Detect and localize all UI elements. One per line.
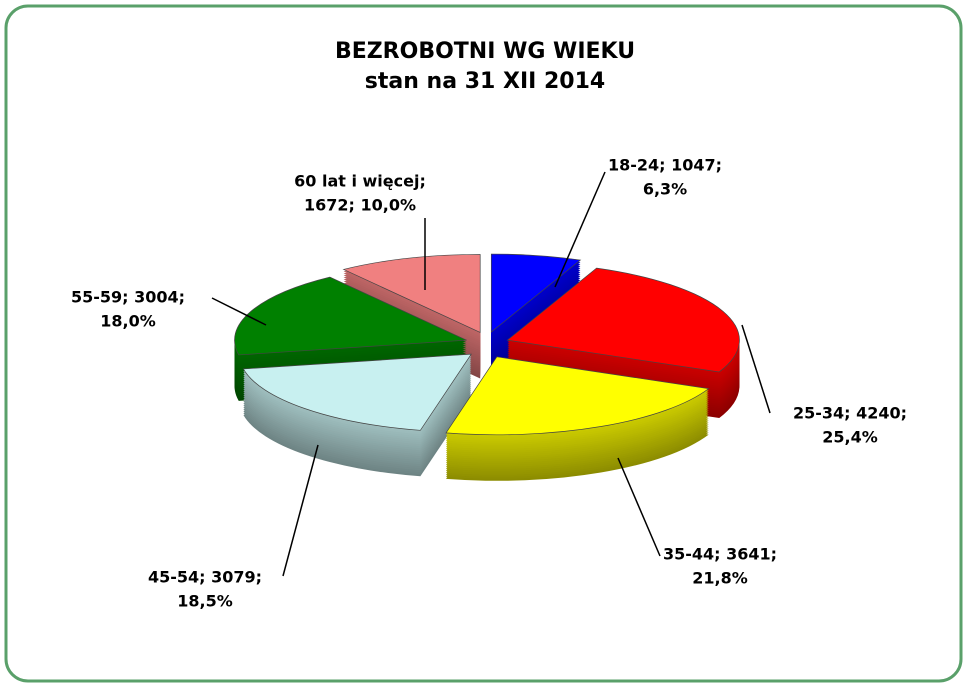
labels: 18-24; 1047; 6,3% 25-34; 4240; 25,4% 35-44; … xyxy=(71,156,907,611)
data-label: 1672; 10,0% xyxy=(304,196,416,215)
leader-line xyxy=(554,171,606,288)
leader-line xyxy=(741,324,771,414)
leader-line xyxy=(211,297,267,326)
data-label: 35-44; 3641; xyxy=(663,545,777,564)
data-label: 18-24; 1047; xyxy=(608,156,722,175)
leader-line xyxy=(617,457,661,557)
data-label: 55-59; 3004; xyxy=(71,288,185,307)
slice xyxy=(242,353,472,431)
slice xyxy=(490,253,582,333)
data-label: 6,3% xyxy=(643,180,687,199)
pie xyxy=(234,253,740,481)
data-label: 25-34; 4240; xyxy=(793,404,907,423)
frame xyxy=(4,4,963,683)
data-label: 60 lat i więcej; xyxy=(294,172,426,191)
slice xyxy=(445,356,710,436)
data-label: 45-54; 3079; xyxy=(148,568,262,587)
leader-line xyxy=(282,444,319,577)
data-label: 21,8% xyxy=(692,569,748,588)
chart-subtitle: stan na 31 XII 2014 xyxy=(365,69,605,94)
data-label: 18,5% xyxy=(177,592,233,611)
slice xyxy=(342,254,481,333)
slice xyxy=(506,267,740,373)
slice xyxy=(234,276,467,356)
data-label: 18,0% xyxy=(100,312,156,331)
chart-title: BEZROBOTNI WG WIEKU xyxy=(335,39,635,64)
data-label: 25,4% xyxy=(822,428,878,447)
